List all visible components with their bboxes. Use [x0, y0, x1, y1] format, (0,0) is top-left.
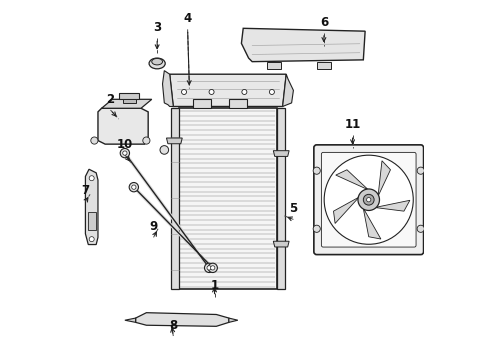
Circle shape [120, 148, 129, 158]
Bar [171, 108, 179, 289]
Text: 9: 9 [149, 220, 158, 233]
Circle shape [207, 266, 211, 270]
Circle shape [181, 89, 187, 94]
Circle shape [313, 225, 320, 232]
Polygon shape [101, 99, 152, 108]
Circle shape [89, 237, 94, 242]
Polygon shape [373, 200, 410, 211]
Text: 5: 5 [289, 202, 297, 215]
Circle shape [211, 266, 215, 270]
Polygon shape [242, 28, 365, 62]
Text: 10: 10 [117, 138, 133, 150]
Polygon shape [170, 74, 286, 107]
Circle shape [417, 167, 424, 174]
Polygon shape [136, 313, 229, 326]
Text: 1: 1 [211, 279, 219, 292]
Polygon shape [273, 241, 289, 247]
Circle shape [324, 155, 413, 244]
Polygon shape [334, 196, 361, 224]
Circle shape [270, 89, 274, 94]
Circle shape [208, 263, 218, 273]
Polygon shape [283, 74, 294, 107]
Bar [229, 99, 247, 108]
Polygon shape [167, 138, 182, 144]
Bar [123, 99, 136, 103]
Polygon shape [317, 62, 331, 69]
Text: 8: 8 [169, 319, 177, 332]
Polygon shape [363, 207, 381, 239]
Polygon shape [125, 318, 136, 322]
Ellipse shape [152, 58, 163, 65]
Circle shape [204, 263, 214, 273]
Circle shape [143, 137, 150, 144]
Circle shape [91, 137, 98, 144]
Polygon shape [98, 108, 148, 144]
Circle shape [209, 89, 214, 94]
FancyBboxPatch shape [314, 145, 423, 255]
FancyBboxPatch shape [321, 152, 416, 247]
Text: 11: 11 [344, 118, 361, 131]
Circle shape [129, 183, 139, 192]
Text: 2: 2 [106, 93, 115, 106]
Circle shape [242, 89, 247, 94]
Bar [120, 93, 139, 99]
Text: 3: 3 [153, 21, 161, 34]
Bar [88, 212, 96, 230]
Polygon shape [273, 151, 289, 157]
Polygon shape [229, 318, 238, 322]
Text: 6: 6 [320, 16, 328, 29]
Ellipse shape [149, 58, 165, 69]
Bar [277, 108, 285, 289]
Polygon shape [163, 71, 173, 107]
Text: 4: 4 [183, 12, 192, 25]
Circle shape [417, 225, 424, 232]
Polygon shape [85, 169, 98, 244]
Circle shape [313, 167, 320, 174]
Circle shape [89, 176, 94, 181]
Circle shape [122, 151, 127, 155]
Circle shape [367, 198, 371, 202]
Circle shape [160, 146, 169, 154]
Polygon shape [377, 161, 391, 198]
Circle shape [358, 189, 379, 211]
Bar [179, 108, 277, 289]
Circle shape [364, 194, 374, 205]
Bar [193, 99, 211, 108]
Text: 7: 7 [81, 184, 90, 197]
Polygon shape [336, 170, 369, 191]
Circle shape [132, 185, 136, 189]
Polygon shape [267, 62, 281, 69]
